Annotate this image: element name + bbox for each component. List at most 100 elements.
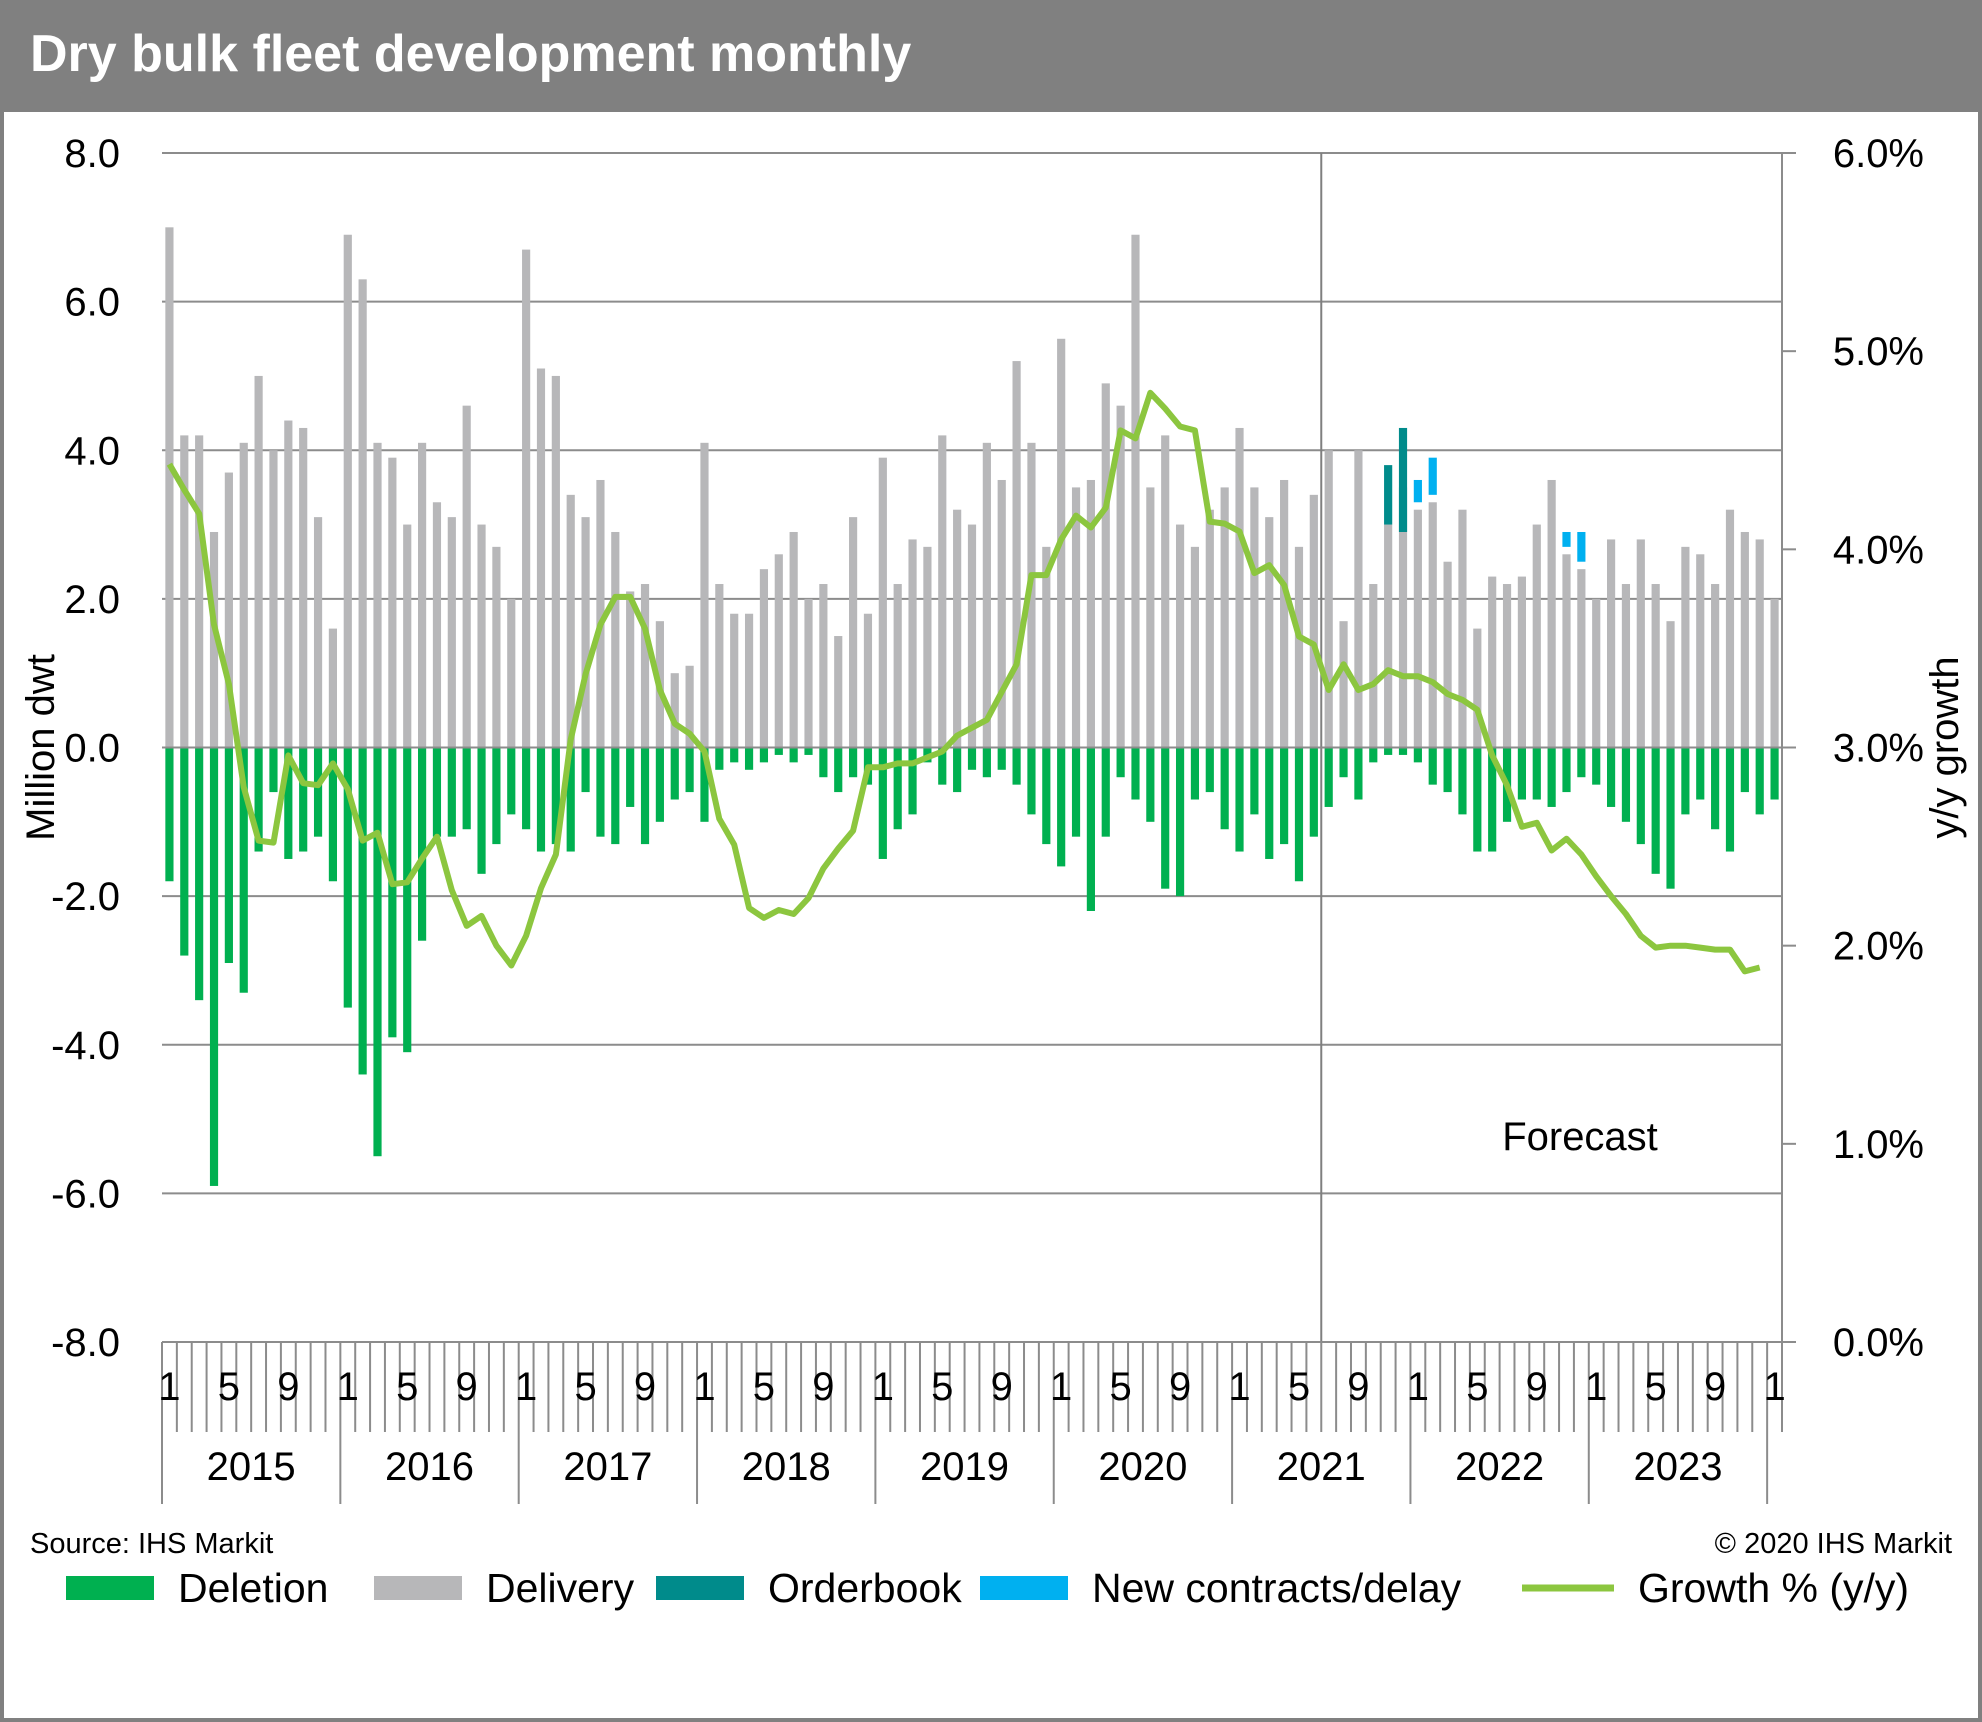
deletion-bar: [744, 747, 754, 770]
deletion-bar: [462, 747, 471, 830]
month-label: 1: [515, 1365, 537, 1409]
delivery-bar: [819, 584, 828, 748]
legend-swatch: [66, 1576, 154, 1600]
delivery-bar: [1086, 479, 1095, 748]
y2-tick-label: 5.0%: [1833, 330, 1924, 374]
deletion-bar: [1711, 747, 1720, 830]
deletion-bar: [1696, 747, 1705, 800]
delivery-bar: [284, 420, 293, 748]
delivery-bar: [492, 546, 501, 748]
delivery-bar: [1354, 450, 1363, 748]
delivery-bar: [1027, 442, 1036, 748]
delivery-bar: [566, 494, 575, 748]
y2-tick-label: 2.0%: [1833, 925, 1924, 969]
deletion-bar: [730, 747, 739, 763]
delivery-bar: [418, 442, 427, 748]
deletion-bar: [938, 747, 947, 785]
deletion-bar: [522, 747, 531, 830]
y-tick-label: 6.0: [64, 281, 120, 325]
deletion-bar: [1190, 747, 1200, 800]
deletion-bar: [1027, 747, 1036, 815]
delivery-bar: [1250, 487, 1259, 748]
delivery-bar: [685, 665, 694, 748]
delivery-bar: [343, 234, 352, 748]
delivery-bar: [982, 442, 991, 748]
y-tick-label: -2.0: [51, 875, 120, 919]
delivery-bar: [239, 442, 248, 748]
deletion-bar: [492, 747, 501, 845]
month-label: 9: [1526, 1365, 1548, 1409]
delivery-bar: [299, 427, 308, 748]
month-label: 9: [991, 1365, 1013, 1409]
delivery-bar: [1577, 569, 1586, 748]
deletion-bar: [685, 747, 694, 793]
y2-tick-label: 4.0%: [1833, 528, 1924, 572]
delivery-bar: [804, 598, 813, 748]
delivery-bar: [1042, 546, 1051, 748]
delivery-bar: [834, 636, 843, 748]
new-contracts-bar: [1428, 457, 1437, 495]
deletion-bar: [1280, 747, 1289, 845]
y2-axis-title: y/y growth: [1923, 656, 1967, 838]
new-contracts-bar: [1562, 531, 1571, 547]
chart-title: Dry bulk fleet development monthly: [30, 25, 912, 83]
y2-tick-label: 0.0%: [1833, 1321, 1924, 1365]
month-label: 5: [1645, 1365, 1667, 1409]
deletion-bar: [418, 747, 427, 941]
month-label: 1: [158, 1365, 180, 1409]
year-label: 2023: [1633, 1445, 1722, 1489]
month-label: 9: [1704, 1365, 1726, 1409]
deletion-bar: [239, 747, 248, 993]
delivery-bar: [373, 442, 382, 748]
deletion-bar: [1071, 747, 1081, 837]
delivery-bar: [1488, 576, 1497, 748]
delivery-bar: [1131, 234, 1140, 748]
delivery-bar: [908, 539, 917, 748]
deletion-bar: [1012, 747, 1021, 785]
deletion-bar: [269, 747, 278, 793]
y-tick-label: 8.0: [64, 132, 120, 176]
month-label: 1: [1585, 1365, 1607, 1409]
y2-tick-label: 3.0%: [1833, 727, 1924, 771]
y2-tick-label: 1.0%: [1833, 1123, 1924, 1167]
deletion-bar: [1413, 747, 1422, 763]
deletion-bar: [1488, 747, 1497, 852]
deletion-bar: [403, 747, 412, 1053]
delivery-bar: [640, 584, 650, 748]
deletion-bar: [953, 747, 962, 793]
deletion-bar: [358, 747, 367, 1075]
deletion-bar: [507, 747, 516, 815]
delivery-bar: [1101, 383, 1110, 748]
deletion-bar: [774, 747, 783, 755]
delivery-bar: [462, 405, 471, 748]
y-tick-label: -6.0: [51, 1172, 120, 1216]
deletion-bar: [373, 747, 382, 1157]
deletion-bar: [1562, 747, 1571, 793]
delivery-bar: [1339, 621, 1348, 748]
deletion-bar: [1770, 747, 1779, 800]
delivery-bar: [388, 457, 397, 748]
delivery-bar: [165, 227, 174, 748]
deletion-bar: [1220, 747, 1229, 830]
delivery-bar: [596, 479, 605, 748]
delivery-bar: [1280, 479, 1289, 748]
delivery-bar: [1443, 561, 1452, 748]
delivery-bar: [447, 517, 456, 748]
delivery-bar: [1265, 517, 1274, 748]
delivery-bar: [923, 546, 932, 748]
deletion-bar: [1294, 747, 1304, 882]
month-label: 1: [872, 1365, 894, 1409]
delivery-bar: [1517, 576, 1526, 748]
delivery-bar: [1220, 487, 1229, 748]
deletion-bar: [1384, 747, 1393, 755]
legend-swatch: [656, 1576, 744, 1600]
delivery-bar: [1755, 539, 1764, 748]
deletion-bar: [328, 747, 338, 882]
deletion-bar: [536, 747, 546, 852]
delivery-bar: [507, 598, 516, 748]
delivery-bar: [1681, 546, 1690, 748]
deletion-bar: [1131, 747, 1140, 800]
delivery-bar: [1309, 494, 1318, 748]
deletion-bar: [715, 747, 724, 770]
deletion-bar: [1354, 747, 1363, 800]
